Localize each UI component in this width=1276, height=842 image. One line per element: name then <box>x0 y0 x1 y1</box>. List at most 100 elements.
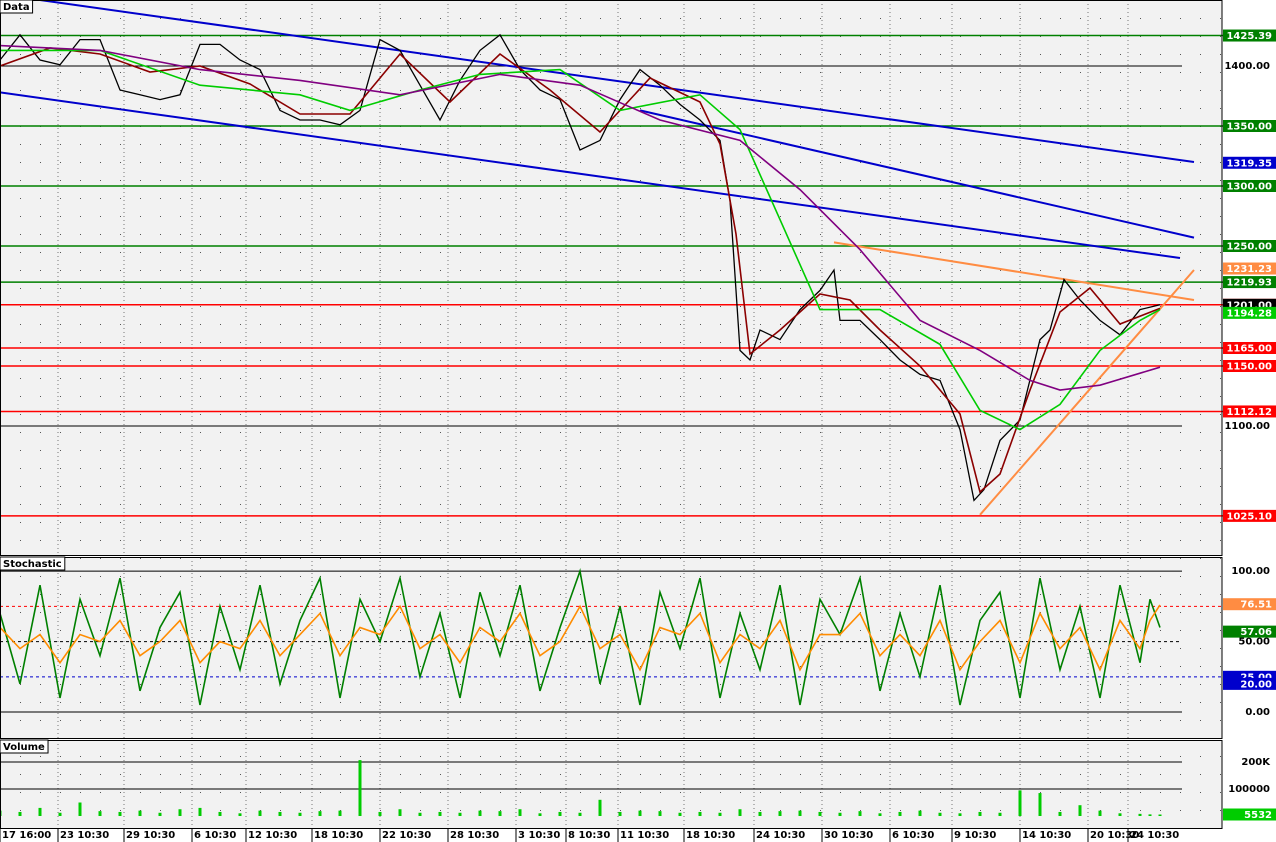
volume-bar <box>138 810 142 817</box>
series-line <box>0 47 1161 494</box>
level-label: 1350.00 <box>1226 122 1272 133</box>
volume-bar <box>558 811 562 817</box>
x-tick-label: 20 10:30 <box>1090 830 1139 841</box>
marker-label: 20.00 <box>1240 679 1272 690</box>
level-label-box <box>1223 509 1276 522</box>
volume-bar <box>378 811 382 817</box>
volume-bar <box>318 811 322 817</box>
y-tick-label: 0.00 <box>1245 707 1270 718</box>
x-tick-label: 18 10:30 <box>686 830 735 841</box>
marker-label: 1231.23 <box>1226 264 1272 275</box>
volume-bar <box>778 811 782 817</box>
volume-bar <box>798 810 802 817</box>
volume-bar <box>58 812 62 817</box>
volume-bar <box>898 811 902 817</box>
level-label-box <box>1223 29 1276 42</box>
volume-bar <box>298 812 302 817</box>
volume-bar <box>178 809 182 817</box>
volume-bar <box>678 812 682 817</box>
dot-grid <box>0 0 1222 555</box>
x-tick-label: 29 10:30 <box>126 830 175 841</box>
x-tick-label: 9 10:30 <box>954 830 996 841</box>
level-label: 1425.39 <box>1226 31 1272 42</box>
volume-bar <box>998 812 1002 817</box>
volume-bar <box>438 811 442 817</box>
volume-bar <box>1118 813 1122 817</box>
volume-bar <box>398 809 402 817</box>
level-label-box <box>1223 405 1276 418</box>
panel-title: Data <box>3 2 30 13</box>
level-label: 1025.10 <box>1226 511 1272 522</box>
x-tick-label: 23 10:30 <box>60 830 109 841</box>
marker-box <box>1223 156 1276 169</box>
series-line <box>0 33 1161 502</box>
level-label-box <box>1223 360 1276 372</box>
volume-bar <box>338 810 342 817</box>
volume-bar <box>758 811 762 817</box>
x-tick-label: 3 10:30 <box>518 830 560 841</box>
marker-label: 57.06 <box>1240 627 1272 638</box>
volume-bar <box>658 811 662 817</box>
level-label: 1150.00 <box>1226 362 1272 373</box>
y-tick-label: 50.00 <box>1238 637 1270 648</box>
volume-bar <box>578 812 582 817</box>
volume-bar <box>698 811 702 817</box>
level-label: 1219.93 <box>1226 278 1272 289</box>
volume-bar <box>1078 805 1082 817</box>
series-line <box>0 604 1161 672</box>
volume-bar <box>278 811 282 817</box>
trend-line <box>39 0 1195 163</box>
marker-box <box>1223 625 1276 638</box>
volume-bar <box>418 812 422 817</box>
x-tick-label: 6 10:30 <box>892 830 934 841</box>
marker-box <box>1223 598 1276 611</box>
volume-bar <box>1018 790 1022 817</box>
trend-line <box>0 91 1181 259</box>
marker-label: 1201.00 <box>1226 300 1272 311</box>
trend-line <box>833 241 1195 301</box>
volume-bar <box>478 810 482 817</box>
volume-bar <box>598 799 602 817</box>
level-label-box <box>1223 342 1276 354</box>
level-label: 25.00 <box>1240 672 1272 683</box>
marker-box <box>1223 808 1276 821</box>
x-tick-label: 30 10:30 <box>824 830 873 841</box>
dot-grid <box>0 557 1222 738</box>
panel-title-bg <box>0 739 49 754</box>
volume-bar <box>858 811 862 817</box>
x-tick-label: 14 10:30 <box>1022 830 1071 841</box>
x-tick-label: 17 16:00 <box>2 830 51 841</box>
y-tick-label: 100.00 <box>1231 566 1270 577</box>
volume-bar <box>1038 793 1042 817</box>
volume-bar <box>1098 810 1102 817</box>
volume-bar <box>978 811 982 817</box>
level-label: 1250.00 <box>1226 242 1272 253</box>
volume-bar <box>618 811 622 817</box>
x-tick-label: 11 10:30 <box>620 830 669 841</box>
volume-bar <box>738 809 742 817</box>
level-label-box <box>1223 240 1276 252</box>
marker-box <box>1223 306 1276 319</box>
x-tick-label: 8 10:30 <box>568 830 610 841</box>
marker-box <box>1223 262 1276 275</box>
volume-bar <box>918 810 922 817</box>
trend-line <box>639 109 1195 239</box>
volume-bar <box>838 812 842 817</box>
panel-title: Volume <box>3 742 45 753</box>
level-label: 1165.00 <box>1226 344 1272 355</box>
volume-bar <box>818 811 822 817</box>
marker-label: 1194.28 <box>1226 308 1272 319</box>
volume-bar <box>938 812 942 817</box>
volume-bar <box>1148 814 1152 817</box>
volume-bar <box>518 809 522 817</box>
level-label-box <box>1223 180 1276 192</box>
volume-bar <box>498 811 502 817</box>
marker-label: 1319.35 <box>1226 158 1272 169</box>
volume-bar <box>98 811 102 817</box>
volume-bar <box>78 802 82 817</box>
y-tick-label: 100000 <box>1228 784 1270 795</box>
volume-bar <box>258 810 262 817</box>
dot-grid <box>0 740 1222 828</box>
panel-title: Stochastic <box>3 559 62 570</box>
